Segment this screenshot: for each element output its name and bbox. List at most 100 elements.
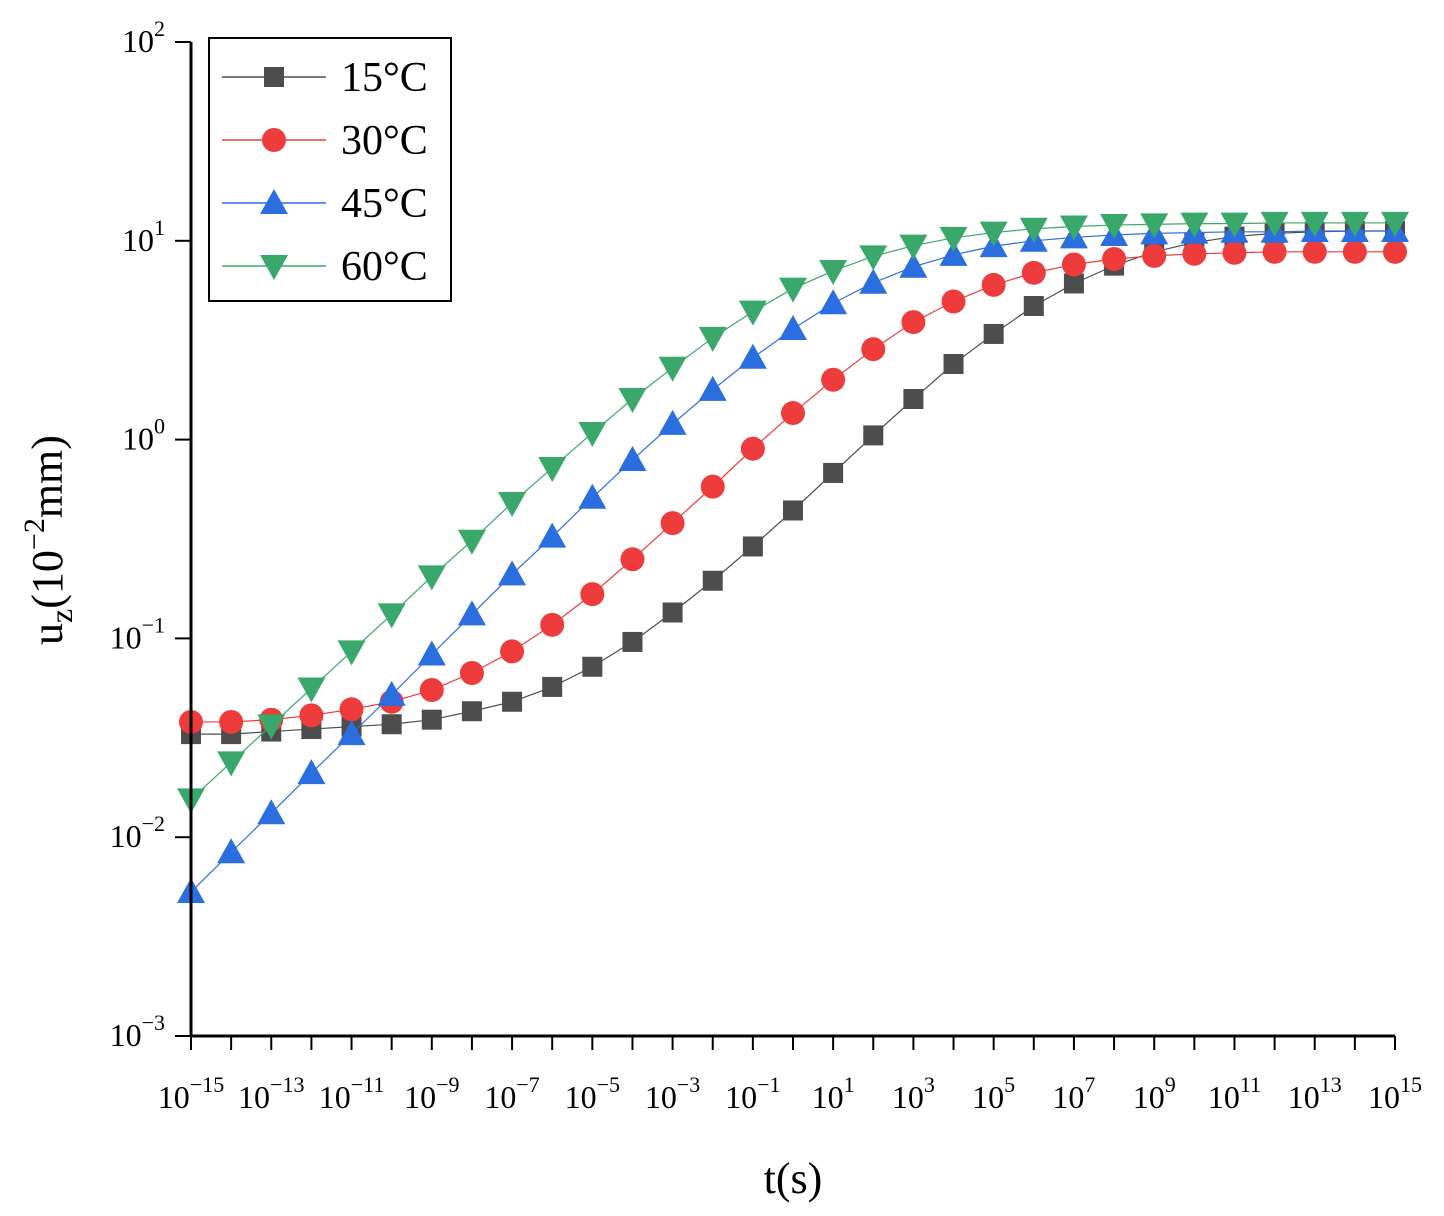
data-point	[502, 691, 523, 712]
data-point	[419, 678, 444, 703]
x-tick-label: 10−15	[158, 1072, 224, 1115]
data-point	[217, 751, 246, 777]
x-tick-label: 101	[812, 1072, 855, 1115]
data-point	[859, 268, 888, 294]
data-point	[899, 234, 928, 260]
data-point	[377, 603, 406, 629]
y-axis-label-unit-open: (10	[23, 550, 72, 609]
data-point	[939, 240, 968, 266]
y-axis-label-unit-exp: −2	[18, 518, 51, 550]
data-point	[1100, 214, 1129, 240]
x-tick-label: 10−5	[565, 1072, 620, 1115]
data-point	[339, 697, 364, 722]
data-point	[421, 709, 442, 730]
y-axis-label-unit-close: mm)	[23, 435, 72, 518]
data-point	[297, 677, 326, 703]
data-point	[500, 639, 525, 664]
data-point	[899, 252, 928, 278]
data-point	[1300, 211, 1329, 237]
data-point	[461, 701, 482, 722]
data-point	[1021, 260, 1046, 285]
legend-label: 30°C	[341, 118, 428, 164]
data-point	[1220, 212, 1249, 238]
x-tick-label: 109	[1133, 1072, 1176, 1115]
data-point	[660, 511, 685, 536]
data-point	[618, 388, 647, 414]
data-point	[337, 720, 366, 746]
legend-label: 15°C	[341, 55, 428, 101]
data-point	[459, 660, 484, 685]
data-point	[498, 491, 527, 517]
data-point	[823, 462, 844, 483]
data-point	[738, 343, 767, 369]
data-point	[943, 354, 964, 375]
data-point	[779, 315, 807, 341]
series-2	[177, 217, 1409, 904]
data-point	[1061, 252, 1086, 277]
y-axis-label-sub: z	[43, 609, 79, 623]
data-point	[1102, 246, 1127, 271]
data-point	[622, 631, 643, 652]
data-point	[658, 356, 687, 382]
data-point	[578, 421, 607, 447]
data-point	[700, 474, 725, 499]
x-tick-label: 10−9	[404, 1072, 459, 1115]
x-tick-label: 10−3	[645, 1072, 700, 1115]
data-point	[981, 272, 1006, 297]
data-point	[217, 838, 246, 864]
data-point	[1340, 211, 1369, 237]
x-axis-label: t(s)	[764, 1154, 823, 1203]
y-tick-label: 10−3	[110, 1010, 165, 1053]
data-point	[1381, 211, 1409, 237]
data-point	[1383, 239, 1407, 264]
data-point	[1063, 273, 1084, 294]
data-point	[821, 367, 846, 392]
data-point	[861, 337, 886, 362]
data-point	[740, 436, 765, 461]
legend-marker	[262, 128, 286, 152]
data-point	[1182, 241, 1207, 266]
data-point	[658, 409, 687, 435]
x-tick-label: 1015	[1368, 1072, 1422, 1115]
data-point	[738, 300, 767, 326]
x-tick-label: 10−13	[238, 1072, 304, 1115]
data-point	[1140, 213, 1169, 239]
data-point	[979, 221, 1008, 247]
y-tick-label: 101	[122, 215, 165, 258]
data-point	[1260, 211, 1289, 237]
legend-box	[208, 37, 452, 302]
data-point	[779, 277, 807, 303]
data-point	[939, 226, 968, 252]
data-point	[742, 536, 763, 557]
data-point	[538, 522, 567, 548]
plot-area	[177, 211, 1409, 904]
legend-item: 15°C	[222, 55, 428, 101]
data-point	[698, 326, 727, 352]
data-point	[783, 500, 803, 521]
data-point	[781, 401, 805, 426]
data-point	[297, 759, 326, 785]
series-1	[179, 239, 1407, 734]
data-point	[901, 310, 926, 335]
data-point	[863, 425, 884, 446]
data-point	[1180, 212, 1209, 238]
data-point	[417, 565, 446, 591]
data-point	[662, 602, 683, 623]
data-point	[299, 703, 324, 728]
data-point	[1023, 295, 1044, 316]
data-point	[417, 640, 446, 666]
data-point	[257, 714, 286, 740]
data-point	[618, 445, 647, 471]
x-tick-label: 10−11	[319, 1072, 385, 1115]
x-tick-label: 103	[892, 1072, 935, 1115]
data-point	[337, 640, 366, 666]
data-point	[1302, 239, 1327, 264]
legend-item: 30°C	[222, 118, 428, 164]
y-tick-label: 10−1	[110, 612, 165, 655]
data-point	[219, 709, 244, 734]
data-point	[1019, 217, 1048, 243]
y-tick-label: 100	[122, 414, 165, 457]
series-3	[177, 211, 1409, 814]
data-point	[578, 483, 607, 509]
